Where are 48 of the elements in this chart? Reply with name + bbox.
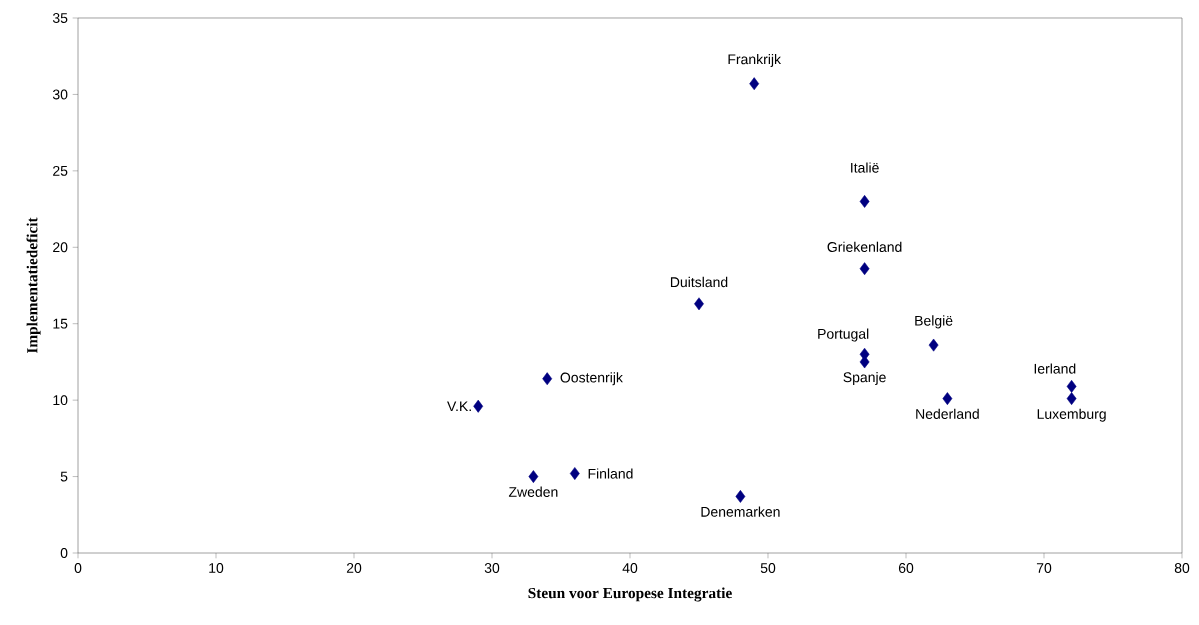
- x-tick-label: 40: [622, 563, 638, 573]
- point: [942, 392, 953, 406]
- annotation: België: [915, 315, 953, 329]
- x-tick-label: 20: [346, 563, 362, 573]
- point: [694, 297, 704, 311]
- y-tick-label: 20: [53, 242, 68, 253]
- annotation: Portugal: [818, 328, 869, 342]
- annotation: Griekenland: [827, 241, 902, 252]
- annotation: Spanje: [843, 371, 886, 386]
- x-tick-label: 70: [1036, 563, 1052, 573]
- y-tick-label: 30: [52, 89, 68, 100]
- annotation: Ierland: [1034, 363, 1076, 374]
- annotation: Finland: [588, 468, 633, 479]
- annotation: Italië: [851, 162, 879, 173]
- point: [1066, 392, 1077, 406]
- point: [928, 338, 939, 352]
- y-tick-label: 10: [53, 395, 68, 406]
- x-tick-label: 30: [484, 563, 500, 573]
- annotation: Oostenrijk: [560, 372, 623, 386]
- point: [859, 262, 870, 276]
- x-axis-title: Steun voor Europese Integratie: [528, 587, 732, 602]
- annotation: Luxemburg: [1037, 408, 1106, 422]
- y-axis-title: Implementatiedeficit: [26, 217, 41, 354]
- annotation: Duitsland: [670, 276, 728, 288]
- point: [528, 470, 539, 483]
- point: [749, 77, 760, 91]
- y-tick-label: 0: [60, 548, 68, 558]
- annotation: Denemarken: [701, 506, 780, 517]
- x-tick-label: 0: [74, 563, 82, 573]
- x-tick-label: 80: [1174, 563, 1190, 573]
- point: [1066, 379, 1077, 393]
- x-tick-label: 50: [760, 563, 776, 573]
- y-tick-label: 25: [53, 165, 68, 176]
- point: [735, 490, 746, 503]
- y-tick-label: 35: [52, 13, 68, 23]
- annotation: Zweden: [508, 486, 558, 497]
- point: [569, 467, 580, 480]
- x-tick-label: 10: [209, 563, 224, 573]
- point: [473, 399, 484, 413]
- point: [859, 195, 870, 208]
- annotation: Frankrijk: [728, 53, 782, 68]
- point: [859, 355, 870, 369]
- y-tick-label: 15: [53, 318, 68, 329]
- point: [542, 372, 553, 386]
- annotation: Nederland: [916, 408, 979, 419]
- x-tick-label: 60: [898, 563, 914, 573]
- y-tick-label: 5: [60, 471, 68, 482]
- annotation: V.K.: [447, 401, 471, 412]
